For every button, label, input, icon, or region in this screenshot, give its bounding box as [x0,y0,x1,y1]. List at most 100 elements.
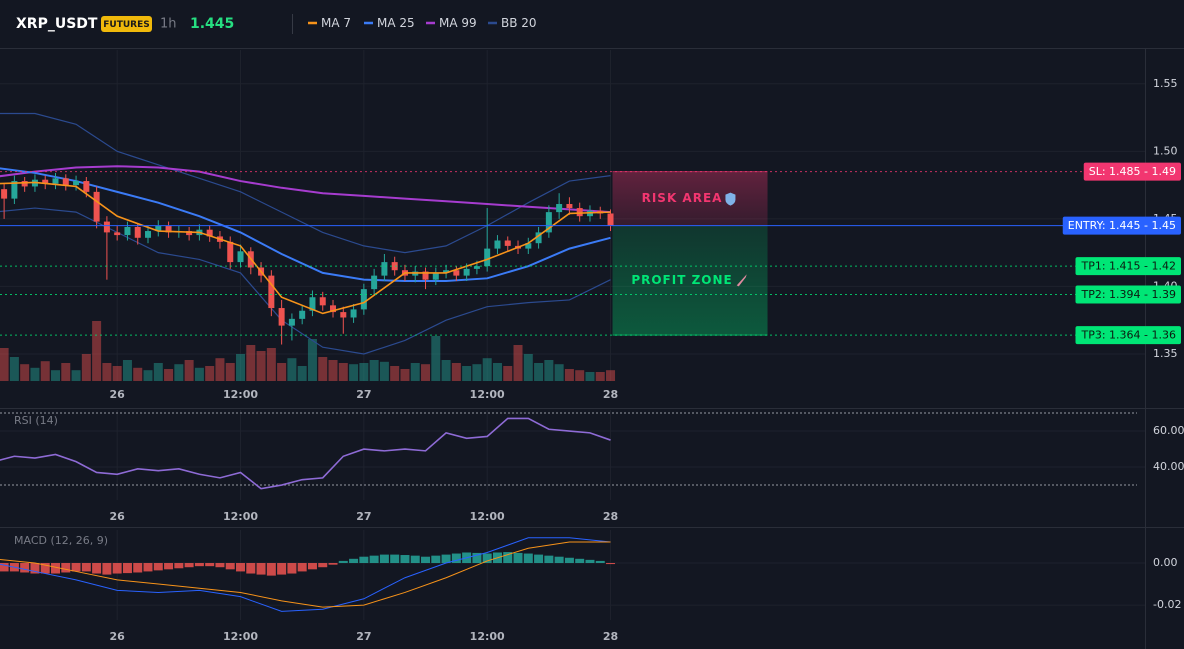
interval: 1h [160,17,177,32]
macd-histogram-bar [595,560,605,564]
macd-histogram-bar [133,563,143,573]
legend-label: MA 7 [321,16,351,30]
macd-histogram-bar [40,563,50,574]
macd-histogram-bar [112,563,122,574]
legend-label: BB 20 [501,16,537,30]
candle-body [42,179,49,184]
candle-body [443,270,450,273]
macd-histogram-bar [472,552,482,564]
macd-histogram-bar [318,563,328,568]
badge: FUTURES [103,20,149,30]
panel-title: MACD (12, 26, 9) [14,534,108,547]
macd-histogram-bar [236,563,246,572]
macd-histogram-bar [51,563,61,574]
plot-area [0,112,616,381]
macd-line [0,541,611,608]
macd-histogram-bar [246,563,256,574]
volume-bar [544,360,554,381]
x-tick-label: 28 [603,388,618,401]
header: XRP_USDT FUTURES 1h 1.445 [16,14,293,34]
volume-bar [554,364,564,381]
volume-bar [410,363,420,381]
candle-body [535,232,542,244]
candle-body [155,225,162,232]
volume-bar [266,348,276,381]
macd-histogram-bar [307,563,317,570]
macd-histogram-bar [215,563,225,568]
macd-histogram-bar [503,552,513,564]
macd-histogram-bar [71,563,81,572]
volume-bar [246,345,256,381]
volume-bar [225,363,235,381]
macd-histogram-bar [143,563,153,572]
candle-body [145,231,152,238]
macd-histogram-bar [20,563,30,573]
volume-bar [575,370,585,381]
candle-body [21,181,28,187]
volume-bar [0,348,9,381]
level-label-bg [1075,285,1182,304]
macd-histogram-bar [513,552,523,564]
x-tick-label: 26 [110,388,126,401]
x-tick-label: 28 [603,510,618,523]
candle-body [134,226,141,238]
volume-bar [451,363,461,381]
candle-body [52,178,59,184]
plot-area [0,537,616,612]
candle-body [103,221,110,233]
volume-bar [71,370,81,381]
bollinger-upper [0,112,611,254]
macd-histogram-bar [390,554,400,564]
macd-histogram-bar [0,563,9,572]
volume-bar [472,364,482,381]
volume-bar [164,369,174,381]
macd-histogram-bar [61,563,71,573]
macd-histogram-bar [297,563,307,572]
volume-bar [349,364,359,381]
candle-body [186,231,193,236]
candle-body [556,204,563,213]
y-tick-label: 0.00 [1153,556,1178,569]
macd-histogram-bar [554,556,564,564]
volume-bar [143,370,153,381]
volume-bar [9,357,19,381]
zone-label: RISK AREA [642,191,723,205]
macd-histogram-bar [575,558,585,564]
candle-body [350,309,357,318]
candle-body [73,181,80,186]
y-tick-label: 1.55 [1153,77,1178,90]
macd-histogram-bar [451,553,461,564]
volume-bar [81,354,91,381]
x-tick-label: 12:00 [223,630,258,643]
volume-bar [338,363,348,381]
volume-bar [133,367,143,381]
volume-bar [369,360,379,381]
volume-bar [431,336,441,381]
volume-bar [482,358,492,381]
macd-histogram-bar [277,563,287,575]
level-label-bg [1083,162,1181,181]
candle-body [576,208,583,217]
volume-bar [236,354,246,381]
candle-body [268,275,275,309]
rsi-line [0,417,611,490]
candle-body [453,270,460,276]
x-tick-label: 27 [356,388,371,401]
level-label-bg [1062,216,1181,235]
macd-histogram-bar [30,563,40,574]
candle-body [114,232,121,236]
candle-body [319,297,326,306]
x-tick-label: 12:00 [223,510,258,523]
volume-bar [205,366,215,381]
candle-body [278,308,285,326]
macd-histogram-bar [328,563,338,565]
x-tick-label: 12:00 [223,388,258,401]
macd-histogram-bar [256,563,266,575]
volume-bar [390,366,400,381]
x-tick-label: 28 [603,630,618,643]
volume-bar [61,363,71,381]
candle-body [545,212,552,233]
volume-bar [503,366,513,381]
